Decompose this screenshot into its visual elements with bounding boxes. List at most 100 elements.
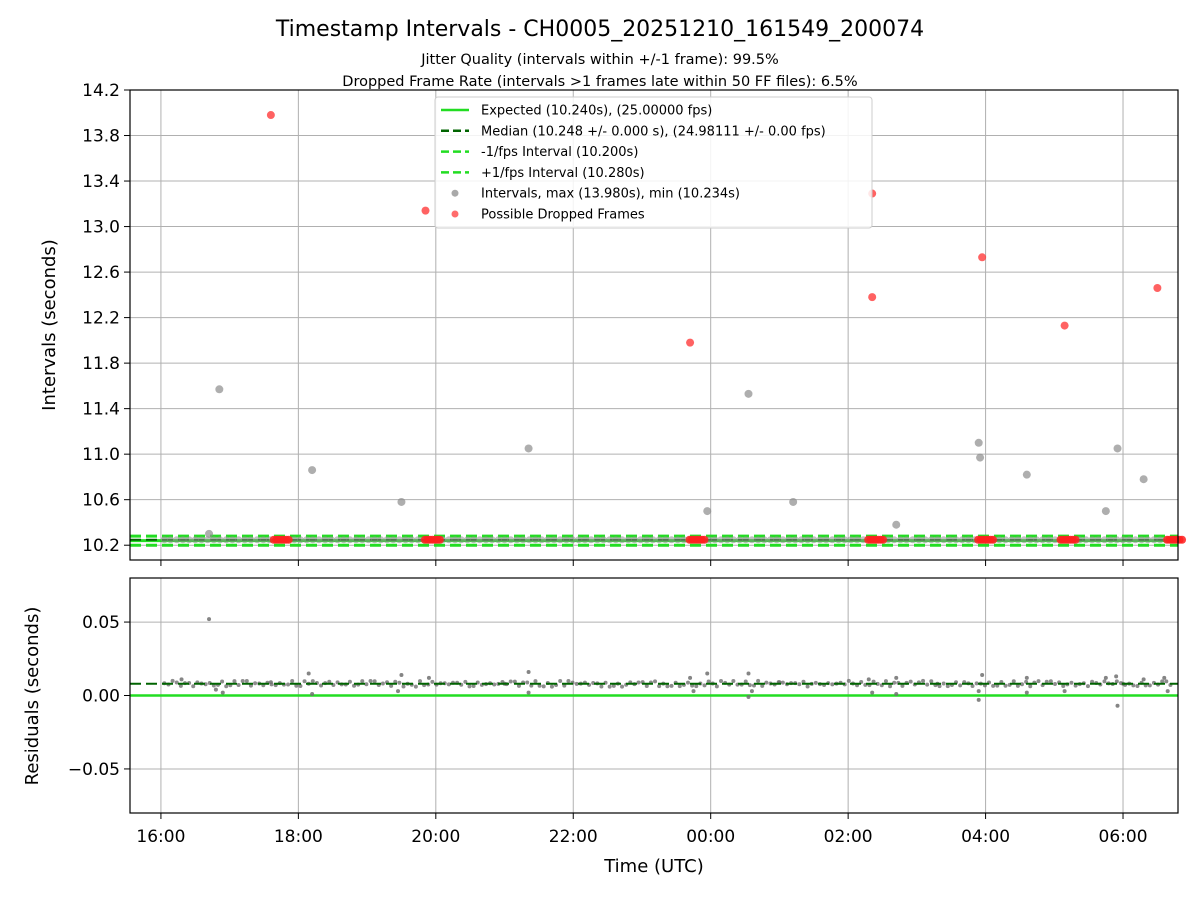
residual-point [467,684,472,689]
interval-point [204,536,212,544]
residual-point [1103,675,1108,680]
residual-point [446,682,451,687]
residual-point [430,679,435,684]
interval-point [247,536,255,544]
interval-point [835,536,843,544]
dropped-frame-point [868,293,877,302]
intervals-y-tick-label: 10.2 [82,536,120,556]
interval-point [933,536,941,544]
interval-point [890,536,898,544]
residual-point [1011,679,1016,684]
residual-point [1135,683,1140,688]
interval-point [259,536,267,544]
residual-point [958,683,963,688]
interval-point [482,536,490,544]
residual-point [174,680,179,685]
residual-point [418,679,423,684]
interval-point [383,536,391,544]
interval-point [290,536,298,544]
residual-point [760,683,765,688]
interval-point [1156,536,1164,544]
interval-point [205,529,214,538]
interval-point [711,536,719,544]
residual-point [731,679,736,684]
intervals-y-tick-label: 13.8 [82,127,120,147]
residual-point [908,679,913,684]
residual-point [941,681,946,686]
residual-point [516,683,521,688]
residual-point [813,680,818,685]
residual-point [1020,682,1025,687]
interval-point [995,536,1003,544]
intervals-y-tick-label: 11.0 [82,445,120,465]
interval-point [1094,536,1102,544]
residuals-y-tick-label: 0.05 [82,613,120,633]
residual-point [830,682,835,687]
residual-point [883,679,888,684]
residual-point [232,679,237,684]
residual-point [360,679,365,684]
residual-point [310,679,315,684]
residual-point [1024,675,1029,680]
legend-entry-label: Possible Dropped Frames [481,208,645,223]
dropped-frame-point [1178,535,1187,544]
residual-point [1114,674,1119,679]
residual-point [714,684,719,689]
residual-point [268,680,273,685]
residual-point [746,694,751,699]
dropped-frame-point [1060,321,1069,330]
residual-point [207,617,212,622]
x-tick-label: 02:00 [824,827,873,847]
interval-point [524,444,533,453]
interval-point [612,536,620,544]
interval-point [822,536,830,544]
intervals-y-tick-label: 13.0 [82,218,120,238]
interval-point [513,536,521,544]
residual-point [702,683,707,688]
interval-point [760,536,768,544]
x-tick-label: 00:00 [686,827,735,847]
residual-point [1114,679,1119,684]
interval-point [550,536,558,544]
residual-point [870,690,875,695]
residual-point [805,684,810,689]
x-tick-label: 16:00 [136,827,185,847]
residual-point [347,679,352,684]
residual-point [352,683,357,688]
residual-point [706,679,711,684]
residual-point [1036,679,1041,684]
residual-point [512,679,517,684]
residual-point [253,681,258,686]
interval-point [810,536,818,544]
interval-point [903,536,911,544]
residual-point [244,678,249,683]
residual-point [541,684,546,689]
residual-point [1024,690,1029,695]
residual-point [1048,679,1053,684]
interval-point [847,536,855,544]
interval-point [241,536,249,544]
residual-point [533,679,538,684]
interval-point [215,385,224,394]
interval-point [457,536,465,544]
interval-point [210,536,218,544]
residual-point [892,680,897,685]
intervals-plot-frame [129,89,1179,561]
interval-point [661,536,669,544]
interval-point [1144,536,1152,544]
legend-entry-label: -1/fps Interval (10.200s) [481,145,638,160]
residual-point [599,684,604,689]
residual-point [396,689,401,694]
interval-point [717,536,725,544]
residual-point [974,681,979,686]
interval-point [773,536,781,544]
interval-point [352,536,360,544]
residual-point [178,683,183,688]
residual-point [298,683,303,688]
interval-point [519,536,527,544]
interval-point [160,536,168,544]
interval-point [643,536,651,544]
interval-point [501,536,509,544]
residual-point [286,682,291,687]
